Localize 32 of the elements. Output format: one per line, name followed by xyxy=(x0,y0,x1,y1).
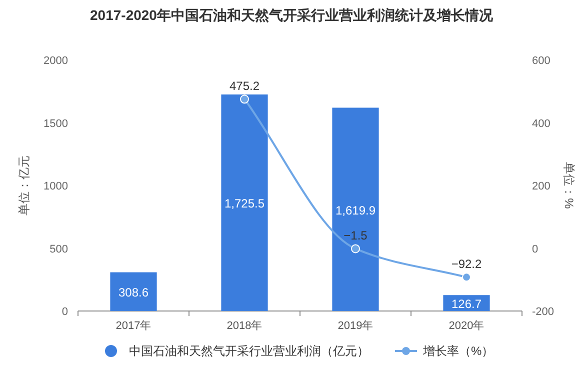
data-label: −92.2 xyxy=(451,257,482,272)
data-label: 1,619.9 xyxy=(335,203,376,218)
x-tick-label: 2018年 xyxy=(226,320,262,332)
y2-tick-label: 200 xyxy=(532,180,550,192)
y-tick-label: 0 xyxy=(62,306,68,318)
bar xyxy=(332,108,379,311)
data-label: 308.6 xyxy=(118,286,149,300)
y-tick-label: 1000 xyxy=(44,180,68,192)
x-tick-label: 2017年 xyxy=(116,320,152,332)
legend-label: 中国石油和天然气开采行业营业利润（亿元） xyxy=(129,344,369,358)
y-tick-label: 500 xyxy=(50,243,68,256)
data-label: −1.5 xyxy=(344,228,368,243)
data-label: 475.2 xyxy=(229,79,260,94)
bar xyxy=(221,94,268,311)
chart-title: 2017-2020年中国石油和天然气开采行业营业利润统计及增长情况 xyxy=(90,7,494,23)
y2-tick-label: 600 xyxy=(532,55,550,67)
y2-axis-title: 单位：% xyxy=(562,162,576,210)
x-tick-label: 2020年 xyxy=(448,320,484,332)
y-axis-title: 单位：亿元 xyxy=(17,156,31,216)
y-tick-label: 2000 xyxy=(44,55,68,67)
point xyxy=(351,244,360,254)
point xyxy=(462,272,471,282)
y2-tick-label: 0 xyxy=(532,243,538,256)
y2-tick-label: -200 xyxy=(532,306,554,318)
y2-tick-label: 400 xyxy=(532,118,550,130)
y-tick-label: 1500 xyxy=(44,118,68,130)
point xyxy=(240,94,249,104)
x-tick-label: 2019年 xyxy=(338,320,374,332)
legend-label: 增长率（%） xyxy=(422,344,494,358)
data-label: 1,725.5 xyxy=(224,196,265,211)
bar xyxy=(110,272,157,311)
data-label: 126.7 xyxy=(451,297,482,312)
